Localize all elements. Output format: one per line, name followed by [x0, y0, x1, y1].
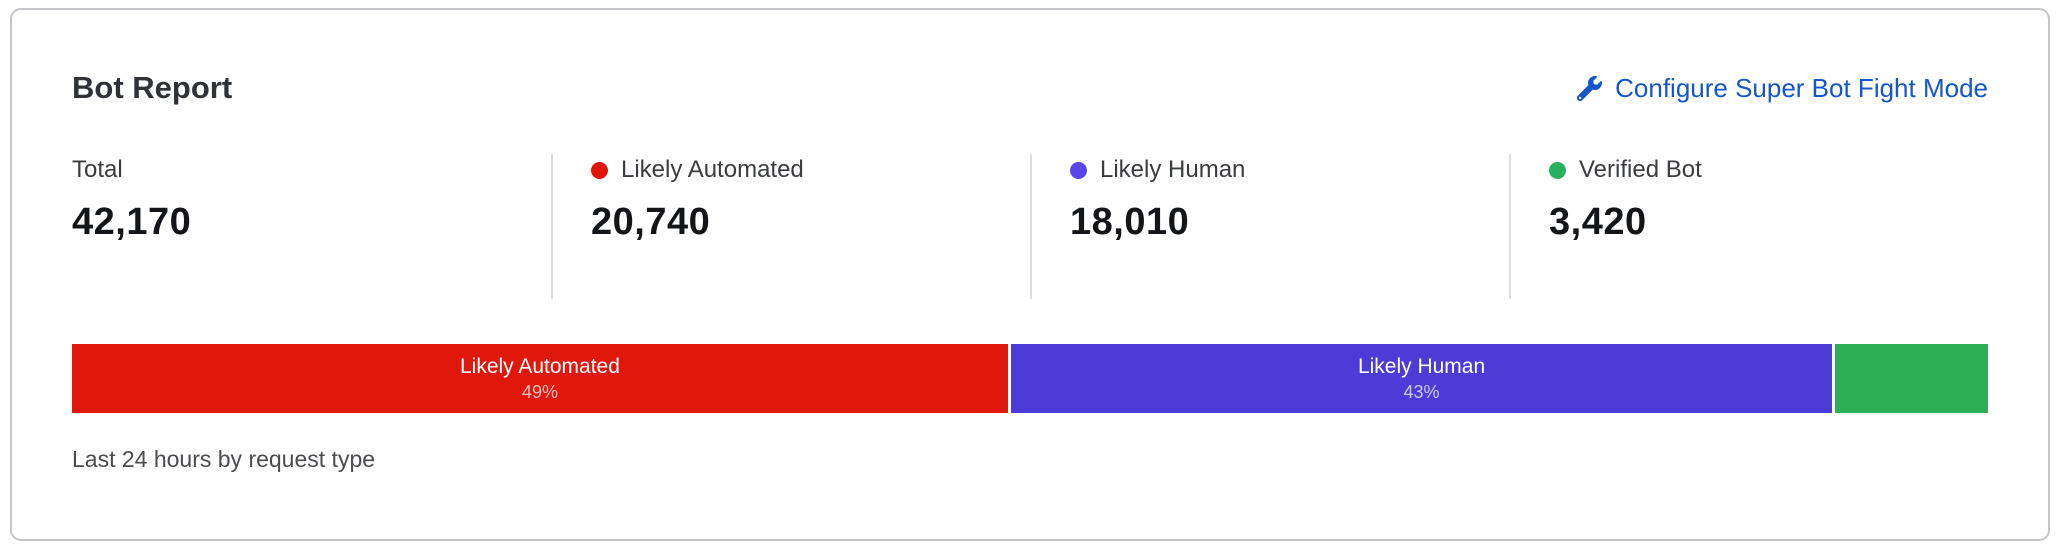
bar-segment-likely-automated: Likely Automated 49%: [72, 344, 1008, 413]
configure-super-bot-fight-mode-link[interactable]: Configure Super Bot Fight Mode: [1577, 73, 1988, 104]
bot-report-card: Bot Report Configure Super Bot Fight Mod…: [10, 8, 2050, 541]
stat-total: Total 42,170: [72, 154, 551, 299]
card-title: Bot Report: [72, 70, 233, 105]
stat-total-label: Total: [72, 156, 123, 183]
stat-likely-automated-label: Likely Automated: [621, 156, 804, 183]
stat-verified-bot-value: 3,420: [1549, 201, 1647, 243]
card-header: Bot Report Configure Super Bot Fight Mod…: [72, 68, 1988, 108]
stats-row: Total 42,170 Likely Automated 20,740 Lik…: [72, 154, 1988, 299]
bar-segment-likely-automated-pct: 49%: [521, 381, 558, 402]
bar-segment-likely-human: Likely Human 43%: [1010, 344, 1833, 413]
bar-segment-verified-bot: [1835, 344, 1988, 413]
stat-likely-human-value: 18,010: [1070, 201, 1190, 243]
time-range-caption: Last 24 hours by request type: [72, 446, 376, 472]
bar-segment-likely-human-label: Likely Human: [1357, 354, 1486, 378]
stat-verified-bot: Verified Bot 3,420: [1509, 154, 1988, 299]
bar-segment-likely-human-pct: 43%: [1403, 381, 1440, 402]
verified-bot-dot-icon: [1549, 161, 1566, 179]
stat-total-value: 42,170: [72, 201, 192, 243]
wrench-icon: [1577, 75, 1603, 101]
bar-segment-likely-automated-label: Likely Automated: [459, 354, 620, 378]
stat-likely-human-label: Likely Human: [1100, 156, 1246, 183]
likely-automated-dot-icon: [591, 161, 608, 179]
request-type-stacked-bar: Likely Automated 49% Likely Human 43%: [72, 344, 1988, 413]
stat-verified-bot-label: Verified Bot: [1579, 156, 1702, 183]
stat-likely-automated: Likely Automated 20,740: [551, 154, 1030, 299]
configure-link-label: Configure Super Bot Fight Mode: [1615, 72, 1988, 103]
likely-human-dot-icon: [1070, 161, 1087, 179]
stat-likely-human: Likely Human 18,010: [1030, 154, 1509, 299]
stat-likely-automated-value: 20,740: [591, 201, 711, 243]
